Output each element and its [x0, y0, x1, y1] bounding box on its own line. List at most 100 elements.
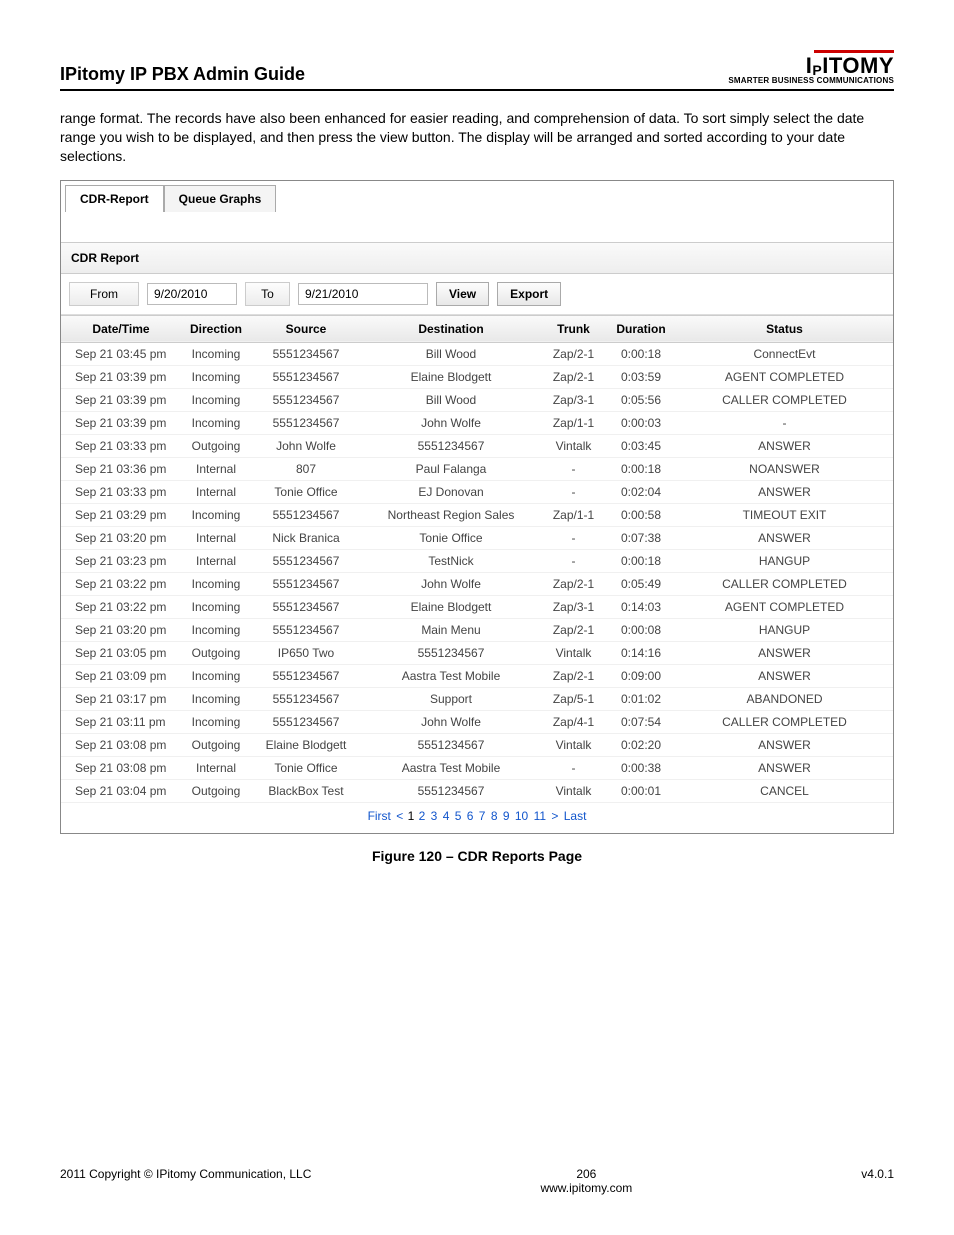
table-cell: 5551234567 [251, 365, 361, 388]
table-cell: Main Menu [361, 618, 541, 641]
from-label: From [69, 282, 139, 306]
table-cell: HANGUP [676, 549, 893, 572]
table-cell: Incoming [181, 687, 251, 710]
table-cell: Outgoing [181, 779, 251, 802]
tab-cdr-report[interactable]: CDR-Report [65, 185, 164, 212]
pager-link[interactable]: 7 [479, 809, 486, 823]
table-cell: Internal [181, 756, 251, 779]
pager-link[interactable]: 4 [443, 809, 450, 823]
table-cell: 5551234567 [251, 411, 361, 434]
tabs-row: CDR-Report Queue Graphs [61, 181, 893, 212]
table-row: Sep 21 03:29 pmIncoming5551234567Northea… [61, 503, 893, 526]
pager-link[interactable]: 10 [515, 809, 528, 823]
pager-link[interactable]: 9 [503, 809, 510, 823]
table-row: Sep 21 03:22 pmIncoming5551234567John Wo… [61, 572, 893, 595]
table-cell: IP650 Two [251, 641, 361, 664]
tab-queue-graphs[interactable]: Queue Graphs [164, 185, 277, 212]
table-cell: Sep 21 03:36 pm [61, 457, 181, 480]
table-cell: 5551234567 [251, 687, 361, 710]
table-cell: Aastra Test Mobile [361, 756, 541, 779]
table-cell: 0:00:18 [606, 457, 676, 480]
table-header-row: Date/TimeDirectionSourceDestinationTrunk… [61, 315, 893, 342]
table-cell: John Wolfe [251, 434, 361, 457]
table-cell: Incoming [181, 595, 251, 618]
table-cell: 0:02:04 [606, 480, 676, 503]
pager-link[interactable]: 6 [467, 809, 474, 823]
table-cell: CALLER COMPLETED [676, 572, 893, 595]
pager-link[interactable]: Last [564, 809, 587, 823]
pager-link[interactable]: 3 [431, 809, 438, 823]
table-cell: Sep 21 03:45 pm [61, 342, 181, 365]
pager-link[interactable]: 8 [491, 809, 498, 823]
table-cell: Sep 21 03:11 pm [61, 710, 181, 733]
table-row: Sep 21 03:09 pmIncoming5551234567Aastra … [61, 664, 893, 687]
table-cell: 0:07:38 [606, 526, 676, 549]
view-button[interactable]: View [436, 282, 489, 306]
table-cell: Zap/3-1 [541, 388, 606, 411]
column-header: Trunk [541, 315, 606, 342]
table-cell: Sep 21 03:08 pm [61, 733, 181, 756]
table-cell: Incoming [181, 618, 251, 641]
table-cell: Vintalk [541, 779, 606, 802]
table-cell: Paul Falanga [361, 457, 541, 480]
table-row: Sep 21 03:05 pmOutgoingIP650 Two55512345… [61, 641, 893, 664]
table-cell: TIMEOUT EXIT [676, 503, 893, 526]
table-cell: 5551234567 [251, 342, 361, 365]
table-row: Sep 21 03:39 pmIncoming5551234567Elaine … [61, 365, 893, 388]
table-cell: Sep 21 03:05 pm [61, 641, 181, 664]
table-cell: Elaine Blodgett [251, 733, 361, 756]
from-input[interactable] [147, 283, 237, 305]
footer-center: 206 www.ipitomy.com [540, 1167, 632, 1195]
table-cell: Incoming [181, 411, 251, 434]
cdr-report-screenshot: CDR-Report Queue Graphs CDR Report From … [60, 180, 894, 834]
table-cell: Zap/2-1 [541, 572, 606, 595]
table-row: Sep 21 03:08 pmInternalTonie OfficeAastr… [61, 756, 893, 779]
pager-link[interactable]: > [551, 809, 558, 823]
table-cell: 5551234567 [251, 710, 361, 733]
table-cell: Tonie Office [361, 526, 541, 549]
guide-title: IPitomy IP PBX Admin Guide [60, 64, 305, 85]
table-cell: 0:09:00 [606, 664, 676, 687]
table-cell: ConnectEvt [676, 342, 893, 365]
pager-link[interactable]: First [368, 809, 391, 823]
table-cell: Sep 21 03:39 pm [61, 411, 181, 434]
logo-text: IPITOMY [728, 55, 894, 77]
table-cell: - [676, 411, 893, 434]
table-cell: Vintalk [541, 641, 606, 664]
table-row: Sep 21 03:36 pmInternal807Paul Falanga-0… [61, 457, 893, 480]
pager-link[interactable]: < [396, 809, 403, 823]
table-cell: Outgoing [181, 733, 251, 756]
table-cell: Tonie Office [251, 480, 361, 503]
to-label: To [245, 282, 290, 306]
filter-row: From To View Export [61, 274, 893, 315]
table-row: Sep 21 03:23 pmInternal5551234567TestNic… [61, 549, 893, 572]
table-cell: ANSWER [676, 434, 893, 457]
table-cell: 0:03:45 [606, 434, 676, 457]
table-cell: Incoming [181, 365, 251, 388]
table-cell: Incoming [181, 710, 251, 733]
export-button[interactable]: Export [497, 282, 561, 306]
table-cell: 0:05:56 [606, 388, 676, 411]
to-input[interactable] [298, 283, 428, 305]
pager-link[interactable]: 2 [419, 809, 426, 823]
table-cell: CALLER COMPLETED [676, 388, 893, 411]
table-cell: 0:01:02 [606, 687, 676, 710]
column-header: Duration [606, 315, 676, 342]
pager-link[interactable]: 5 [455, 809, 462, 823]
column-header: Source [251, 315, 361, 342]
table-cell: Bill Wood [361, 388, 541, 411]
table-cell: 0:00:18 [606, 549, 676, 572]
table-cell: 5551234567 [361, 779, 541, 802]
table-cell: ANSWER [676, 733, 893, 756]
table-cell: ANSWER [676, 526, 893, 549]
pager-link[interactable]: 11 [534, 809, 546, 823]
table-cell: Sep 21 03:08 pm [61, 756, 181, 779]
table-cell: 0:02:20 [606, 733, 676, 756]
table-cell: Zap/1-1 [541, 411, 606, 434]
table-cell: 0:00:01 [606, 779, 676, 802]
table-row: Sep 21 03:11 pmIncoming5551234567John Wo… [61, 710, 893, 733]
table-cell: Sep 21 03:29 pm [61, 503, 181, 526]
report-title: CDR Report [61, 242, 893, 274]
table-cell: 5551234567 [251, 388, 361, 411]
table-cell: ABANDONED [676, 687, 893, 710]
